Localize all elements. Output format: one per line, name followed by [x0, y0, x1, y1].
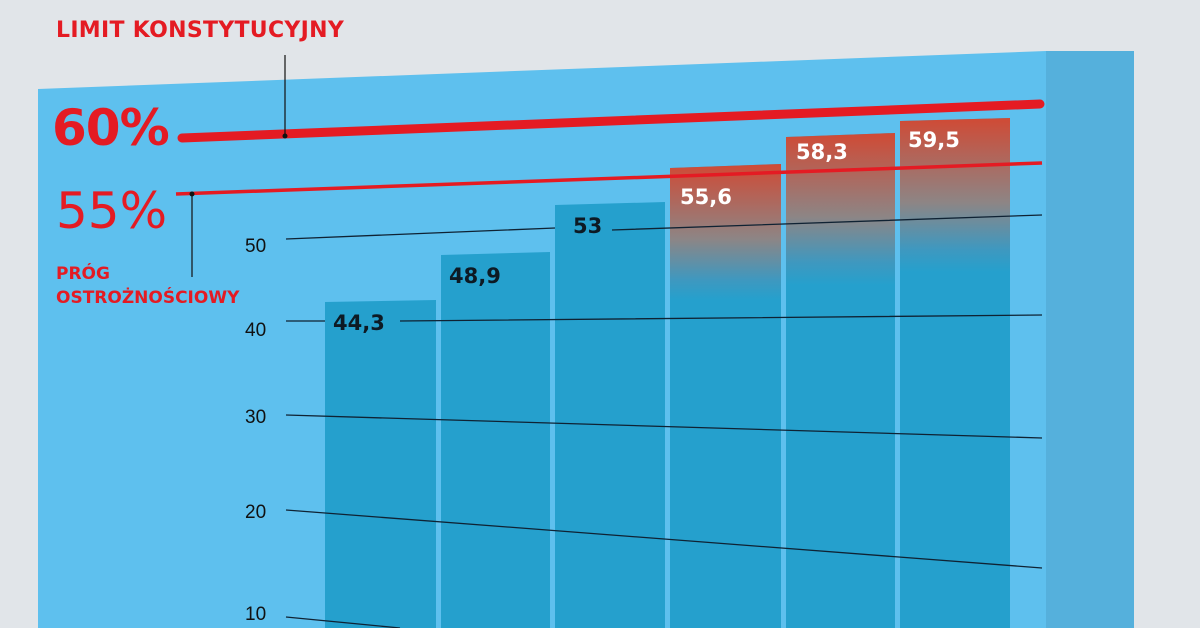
bars — [325, 118, 1010, 628]
bar-value-1: 44,3 — [333, 311, 385, 335]
bar-value-4: 55,6 — [680, 185, 732, 209]
gridline-30 — [285, 414, 1043, 439]
bar-value-5: 58,3 — [796, 140, 848, 164]
limit-value: 60% — [52, 99, 170, 157]
y-tick-20: 20 — [245, 502, 267, 523]
bar-3 — [555, 202, 665, 628]
gridlines — [285, 214, 1043, 628]
limit-title: LIMIT KONSTYTUCYJNY — [56, 18, 345, 43]
y-tick-10: 10 — [245, 604, 267, 625]
gridline-50 — [285, 214, 1043, 240]
bar-value-2: 48,9 — [449, 264, 501, 288]
y-tick-30: 30 — [245, 407, 267, 428]
bar-4-warning — [670, 164, 781, 300]
chart-panel-side — [1046, 51, 1134, 628]
threshold-label-line2: OSTROŻNOŚCIOWY — [56, 288, 240, 308]
bar-2 — [441, 252, 550, 628]
y-tick-40: 40 — [245, 320, 267, 341]
threshold-label: PRÓG OSTROŻNOŚCIOWY — [56, 262, 239, 310]
bar-6-warning — [900, 118, 1010, 272]
bar-value-6: 59,5 — [908, 128, 960, 152]
gridline-40 — [286, 314, 1043, 322]
threshold-label-line1: PRÓG — [56, 264, 110, 284]
y-tick-50: 50 — [245, 236, 267, 257]
gridline-10 — [285, 616, 401, 628]
bar-value-3: 53 — [573, 214, 603, 238]
gridline-20 — [285, 509, 1043, 569]
limit-60-line — [177, 99, 1045, 143]
threshold-value: 55% — [56, 182, 168, 240]
threshold-55-line — [175, 161, 1043, 196]
bar-1 — [325, 300, 436, 628]
